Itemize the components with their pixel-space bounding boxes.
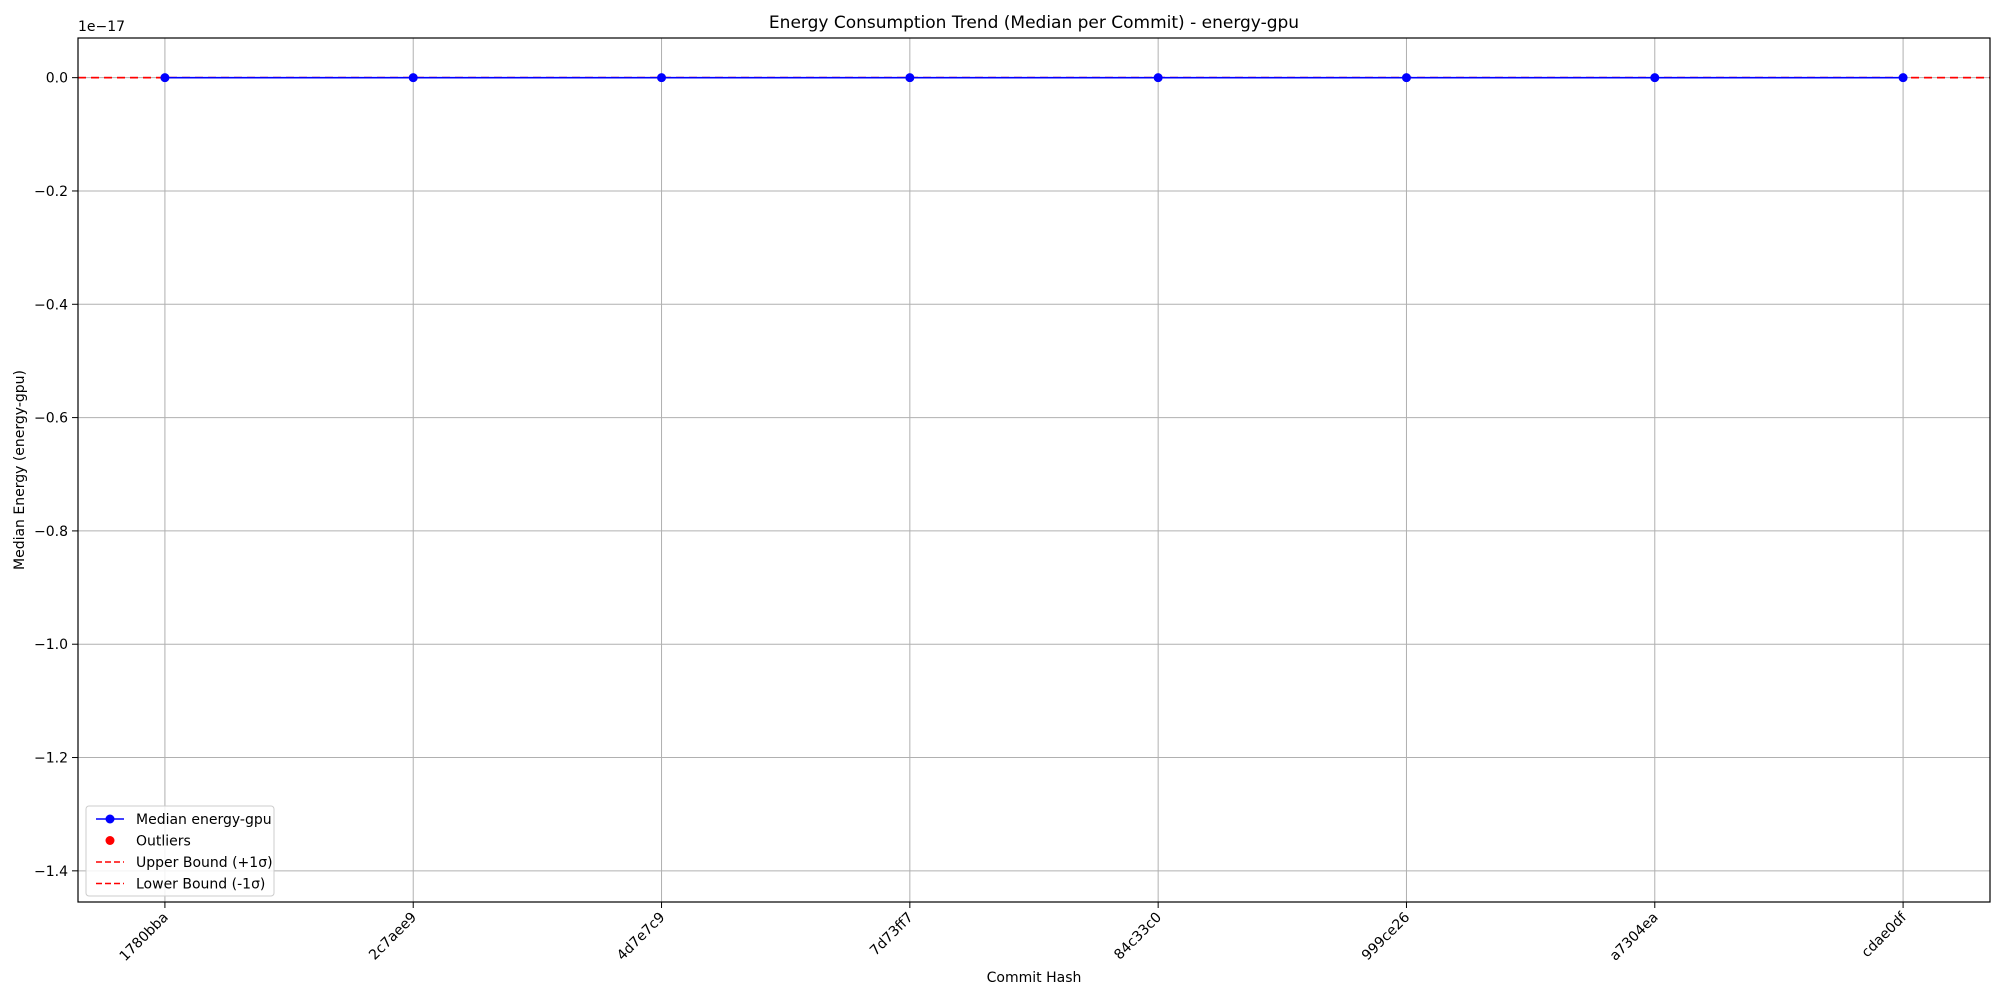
legend-label: Outliers [136, 834, 191, 850]
grid-lines [78, 38, 1990, 902]
median-point [1898, 73, 1908, 83]
x-axis-label: Commit Hash [987, 970, 1082, 986]
y-tick-label: −0.4 [34, 297, 68, 313]
legend-item-median: Median energy-gpu [96, 812, 272, 828]
median-point [1401, 73, 1411, 83]
chart-title: Energy Consumption Trend (Median per Com… [769, 13, 1299, 33]
y-axis-label: Median Energy (energy-gpu) [12, 370, 28, 570]
y-tick-label: −1.0 [34, 637, 68, 653]
legend-item-outliers: Outliers [105, 834, 191, 850]
legend-marker-swatch [105, 836, 115, 845]
x-tick-label: 2c7aee9 [366, 910, 420, 964]
legend-item-upper-bound: Upper Bound (+1σ) [96, 855, 273, 871]
x-axis-ticks: 1780bba 2c7aee9 4d7e7c9 7d73ff7 84c33c0 999ce… [117, 902, 1911, 965]
legend-label: Lower Bound (-1σ) [136, 877, 265, 893]
legend-item-lower-bound: Lower Bound (-1σ) [96, 877, 265, 893]
y-axis-ticks: 0.0 −0.2 −0.4 −0.6 −0.8 −1.0 −1.2 −1.4 [34, 71, 78, 880]
median-point [905, 73, 915, 83]
y-tick-label: 0.0 [46, 71, 68, 87]
median-point [408, 73, 418, 83]
y-axis-offset-label: 1e−17 [78, 19, 125, 35]
x-tick-label: 4d7e7c9 [614, 910, 668, 964]
median-point [657, 73, 667, 83]
median-point [160, 73, 170, 83]
y-tick-label: −1.4 [34, 864, 68, 880]
plot-frame [77, 37, 1991, 903]
series-layer [160, 73, 1908, 83]
y-tick-label: −0.6 [34, 411, 68, 427]
legend-label: Median energy-gpu [136, 812, 272, 828]
x-tick-label: 7d73ff7 [867, 910, 917, 960]
legend-box [85, 805, 275, 897]
x-tick-label: 84c33c0 [1111, 910, 1165, 964]
y-tick-label: −1.2 [34, 751, 68, 767]
legend-label: Upper Bound (+1σ) [136, 855, 273, 871]
median-point [1153, 73, 1163, 83]
legend: Median energy-gpu Outliers Upper Bound (+1… [85, 805, 275, 897]
x-tick-label: 1780bba [117, 910, 172, 965]
x-tick-label: 999ce26 [1359, 909, 1413, 963]
median-point [1650, 73, 1660, 83]
x-tick-label: cdae0df [1859, 909, 1911, 961]
y-tick-label: −0.2 [34, 184, 68, 200]
x-tick-label: a7304ea [1607, 910, 1662, 965]
legend-marker-swatch [105, 814, 115, 824]
y-tick-label: −0.8 [34, 524, 68, 540]
